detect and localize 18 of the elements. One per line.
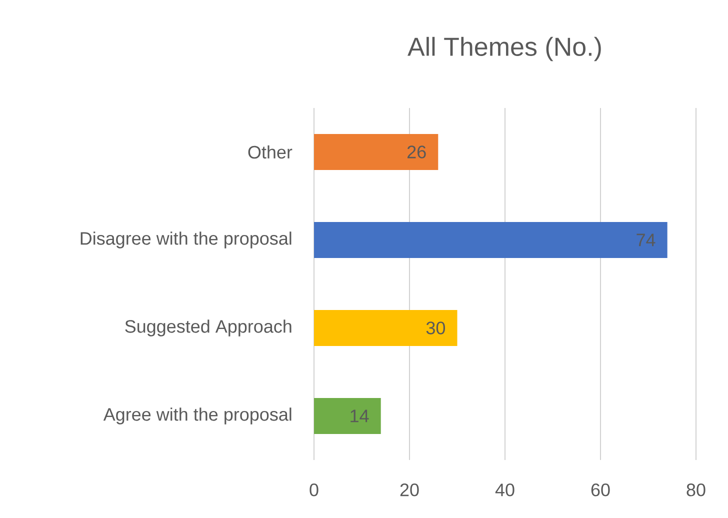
x-tick-label: 0 — [310, 484, 318, 496]
bar — [314, 310, 458, 346]
x-tick-label: 40 — [495, 484, 514, 496]
x-tick-label: 20 — [400, 484, 419, 496]
y-tick-label: Agree with the proposal — [103, 408, 292, 424]
x-tick-label: 60 — [591, 484, 610, 496]
x-tick-label: 80 — [686, 484, 706, 496]
chart-title: All Themes (No.) — [408, 36, 601, 62]
data-label: 74 — [636, 234, 656, 246]
data-label: 14 — [350, 410, 369, 422]
bar — [314, 398, 381, 434]
bar — [314, 134, 438, 170]
y-tick-label: Disagree with the proposal — [80, 232, 292, 248]
bar — [314, 222, 668, 258]
y-tick-label: Suggested Approach — [125, 320, 292, 336]
y-tick-label: Other — [248, 145, 292, 159]
data-label: 30 — [426, 322, 446, 334]
data-label: 26 — [408, 146, 426, 158]
